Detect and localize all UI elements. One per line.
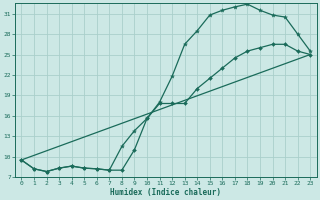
X-axis label: Humidex (Indice chaleur): Humidex (Indice chaleur) [110,188,221,197]
